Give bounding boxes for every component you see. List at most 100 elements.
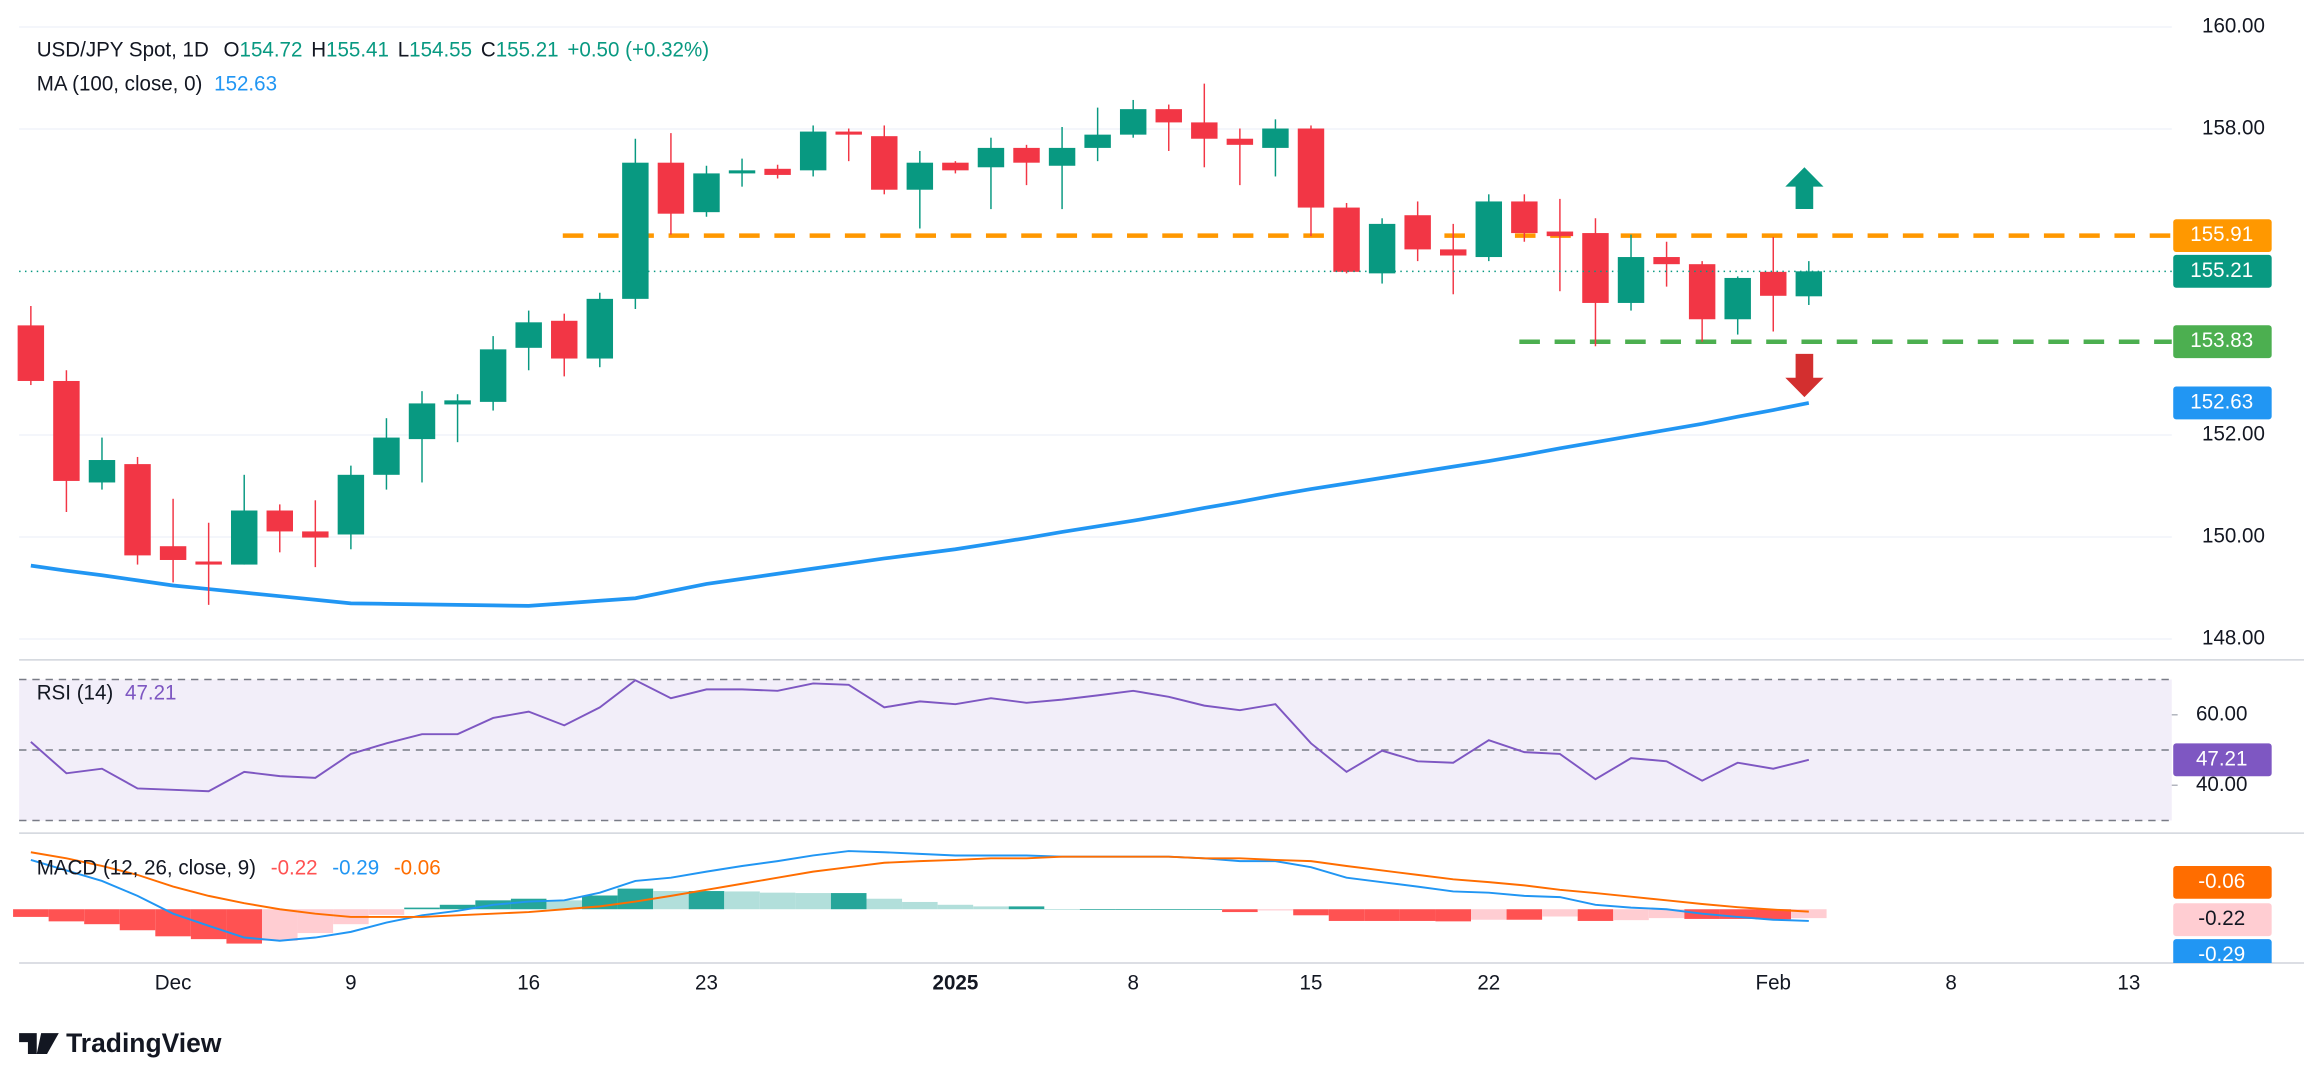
macd-histogram-bar	[1506, 909, 1543, 920]
x-tick-label: 13	[2117, 971, 2140, 994]
candle-body	[977, 147, 1005, 168]
candle-body	[266, 510, 293, 532]
y-tick-label: 148.00	[2202, 626, 2265, 649]
macd-histogram-bar	[1186, 909, 1223, 910]
level-label: 153.83	[2190, 329, 2253, 352]
x-tick-label: 15	[1300, 971, 1323, 994]
macd-histogram-bar	[1044, 909, 1080, 910]
macd-histogram-bar	[368, 909, 405, 915]
rsi-value-label-bg	[2173, 743, 2272, 777]
candle-body	[1155, 109, 1182, 123]
macd-histogram-bar	[119, 909, 156, 931]
macd-histogram-bar	[1471, 909, 1507, 920]
macd-histogram-bar	[1577, 909, 1614, 921]
ma-value-label-bg	[2173, 386, 2272, 420]
macd-histogram-bar	[439, 904, 476, 910]
ma-value-label: 152.63	[2190, 390, 2253, 413]
y-tick-label: 158.00	[2202, 116, 2265, 139]
candle-body	[1653, 257, 1680, 265]
candle-body	[53, 380, 80, 481]
candle-body	[1582, 233, 1609, 303]
candle-body	[622, 162, 649, 299]
macd-value-label: -0.29	[2198, 943, 2245, 966]
macd-histogram-bar	[1079, 909, 1116, 910]
histogram-value-label-bg	[2173, 903, 2272, 937]
ma-legend-value: 152.63	[214, 72, 277, 95]
candle-body	[195, 561, 222, 565]
macd-histogram-bar	[617, 888, 654, 910]
candle-body	[1546, 231, 1574, 237]
macd-histogram-bar	[261, 909, 298, 941]
candle-body	[337, 474, 365, 535]
macd-histogram-bar	[546, 900, 583, 910]
candle-body	[835, 131, 862, 135]
macd-histogram-bar	[724, 891, 760, 910]
macd-histogram-bar	[795, 893, 831, 910]
moving-average-line	[30, 401, 1810, 608]
candle-body	[1617, 257, 1645, 303]
candle-body	[515, 322, 542, 348]
y-tick-label: 60.00	[2196, 702, 2247, 725]
candle-body	[302, 531, 329, 538]
signal-value-label: -0.06	[2198, 870, 2245, 893]
candle-body	[1262, 128, 1289, 148]
candle-body	[1760, 271, 1787, 296]
candle-body	[444, 400, 471, 405]
candle-body	[1191, 122, 1218, 139]
candle-body	[1404, 215, 1431, 250]
brand-name: TradingView	[66, 1028, 222, 1058]
x-tick-label: 16	[517, 971, 540, 994]
ohlc-value: 155.41	[326, 38, 389, 61]
candle-body	[1013, 147, 1040, 163]
candle-body	[1688, 264, 1716, 320]
macd-histogram-bar	[510, 898, 547, 910]
candle-body	[1475, 201, 1503, 258]
candle-body	[479, 349, 507, 402]
rsi-legend: RSI (14)	[37, 682, 114, 705]
macd-histogram-bar	[937, 904, 974, 910]
macd-histogram-bar	[1257, 909, 1294, 911]
macd-histogram-bar	[1719, 909, 1756, 919]
macd-histogram-bar	[688, 891, 725, 910]
macd-histogram-bar	[1613, 909, 1649, 921]
candle-body	[124, 464, 151, 556]
rsi-legend-value: 47.21	[125, 682, 176, 705]
y-tick-label: 152.00	[2202, 422, 2265, 445]
up-arrow	[1785, 167, 1824, 210]
ohlc-value: 154.55	[409, 38, 472, 61]
candle-body	[408, 403, 436, 440]
macd-histogram-bar	[1791, 909, 1827, 919]
macd-histogram-bar	[902, 901, 938, 910]
macd-histogram-bar	[1150, 909, 1187, 910]
candle-body	[657, 162, 685, 214]
macd-histogram-bar	[1364, 909, 1400, 921]
candle-body	[942, 162, 969, 171]
last-price-label: 155.21	[2190, 259, 2253, 282]
macd-histogram-bar	[404, 907, 440, 910]
macd-histogram-bar	[1008, 906, 1045, 910]
rsi-value-label: 47.21	[2196, 747, 2247, 770]
macd-histogram-bar	[1755, 909, 1792, 920]
candle-body	[1084, 134, 1111, 148]
x-tick-label: 8	[1127, 971, 1138, 994]
x-tick-label: 9	[345, 971, 356, 994]
x-tick-label: 2025	[933, 971, 979, 994]
candle-body	[906, 162, 934, 190]
ohlc-value: 155.21	[496, 38, 559, 61]
macd-panel: -0.06 -0.22 -0.29	[13, 850, 2272, 966]
candle-body	[586, 298, 614, 359]
macd-histogram-bar	[84, 909, 120, 925]
down-arrow	[1785, 353, 1824, 398]
ohlc-label: C	[481, 38, 496, 61]
level-label: 155.91	[2190, 223, 2253, 246]
candle-body	[1048, 147, 1076, 166]
candle-body	[1511, 201, 1538, 234]
signal-value-label-bg	[2173, 865, 2272, 899]
x-tick-label: 8	[1945, 971, 1956, 994]
last-price-label-bg	[2173, 254, 2272, 288]
candle-body	[871, 136, 898, 190]
candle-body	[764, 168, 791, 175]
macd-value-label-bg	[2173, 939, 2272, 963]
candle-body	[88, 460, 116, 483]
